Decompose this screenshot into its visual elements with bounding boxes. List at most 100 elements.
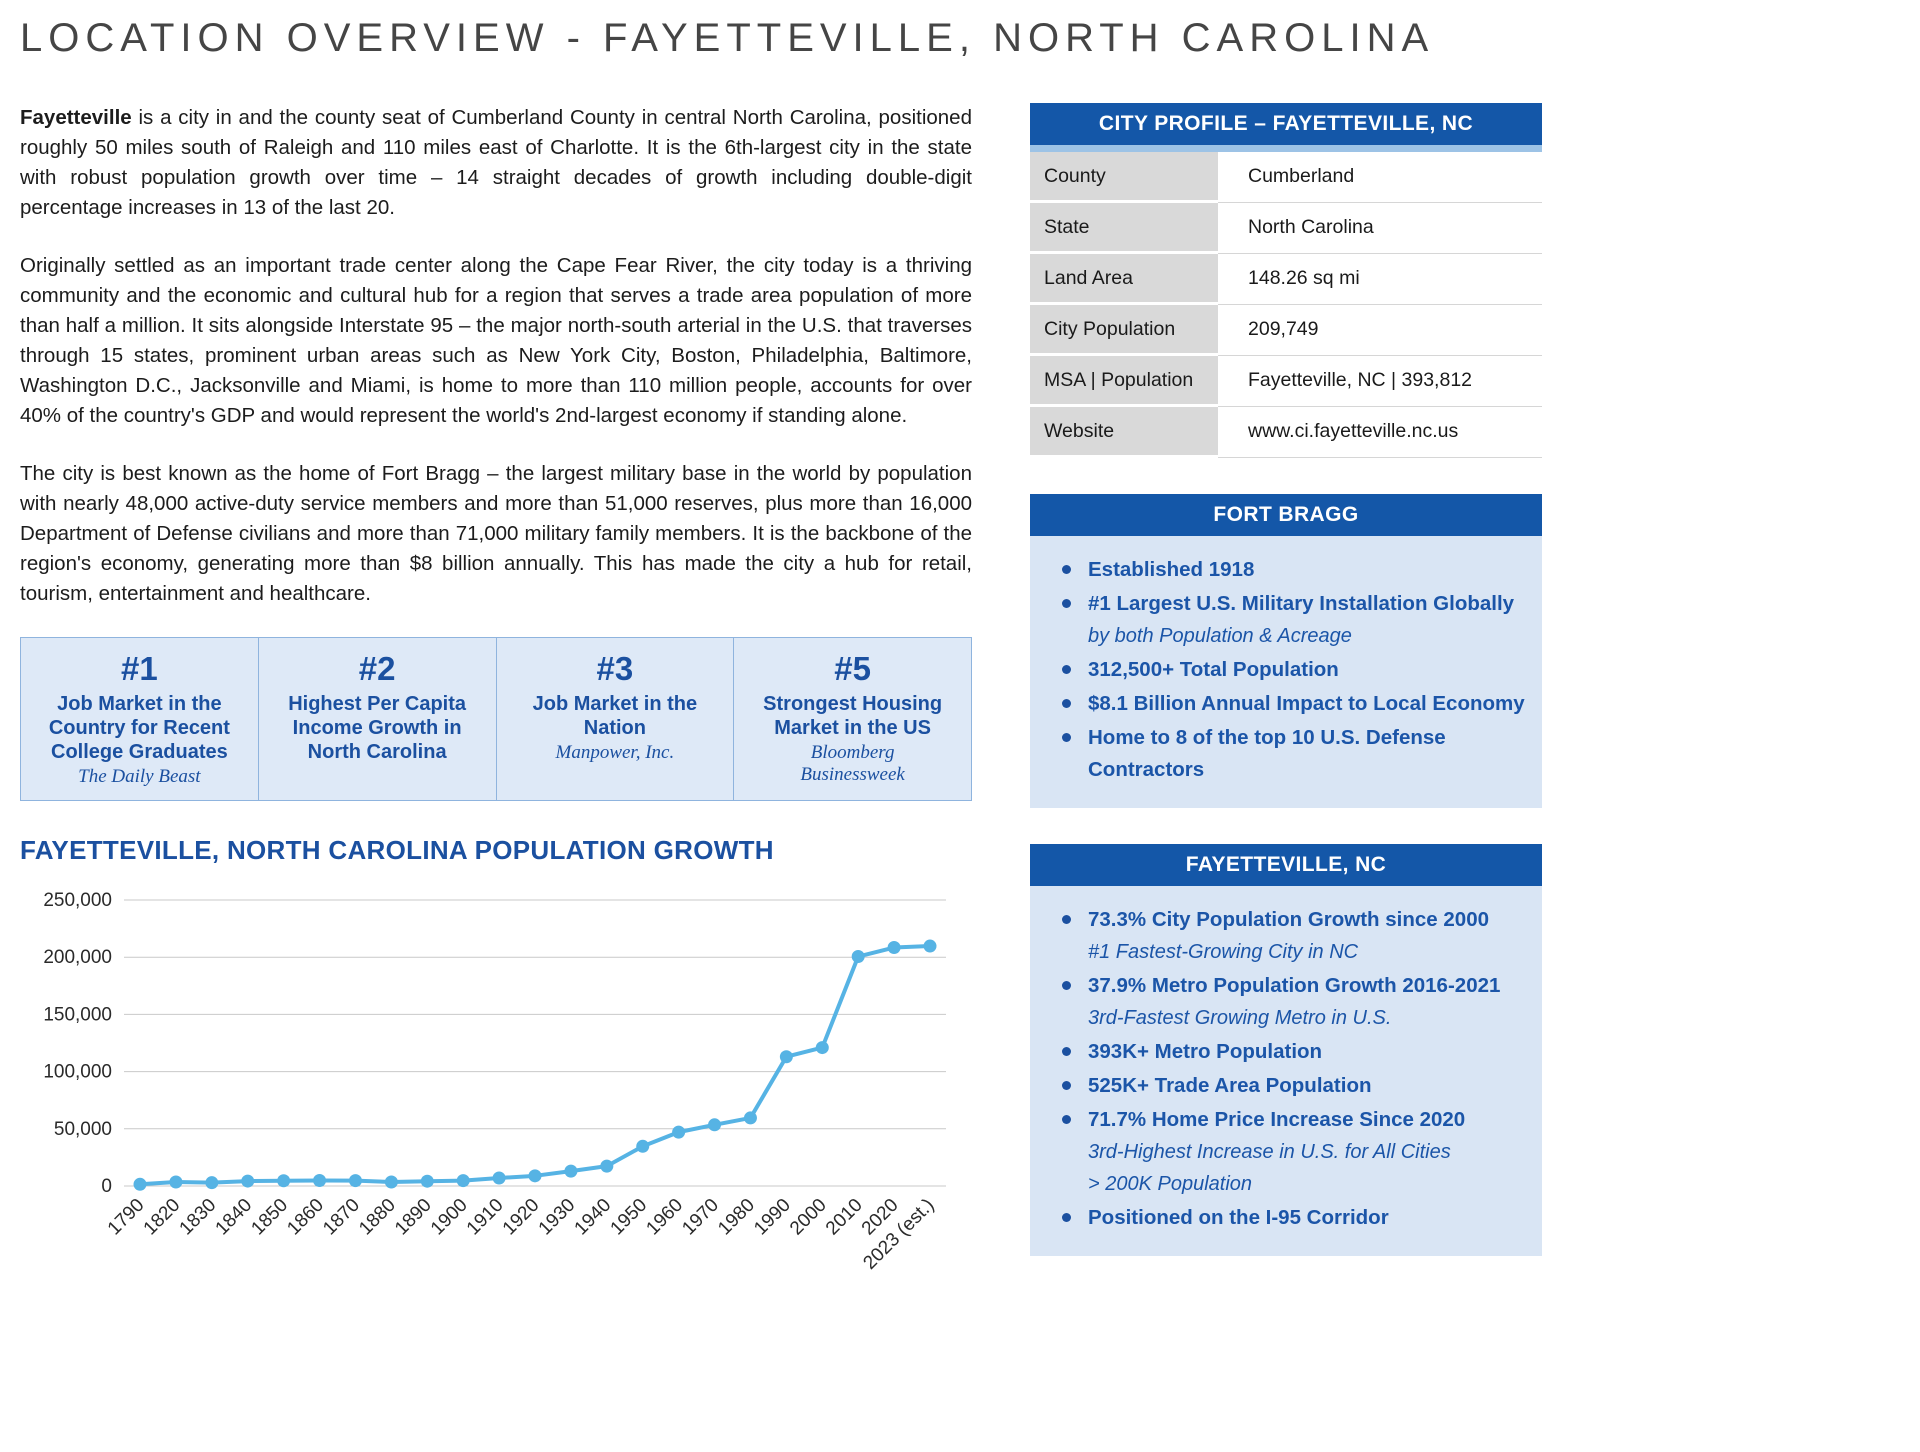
row-value: Cumberland: [1218, 152, 1542, 203]
table-row: MSA | Population Fayetteville, NC | 393,…: [1030, 356, 1542, 407]
ranking-card-2: #2 Highest Per Capita Income Growth in N…: [259, 638, 497, 800]
ranking-source: Bloomberg Businessweek: [800, 742, 905, 785]
list-item: Established 1918: [1044, 554, 1528, 586]
svg-text:1880: 1880: [355, 1195, 400, 1240]
row-label: Website: [1030, 407, 1218, 458]
bullet-text: 393K+ Metro Population: [1088, 1040, 1323, 1063]
svg-text:1940: 1940: [571, 1195, 616, 1240]
svg-text:1910: 1910: [463, 1195, 508, 1240]
svg-text:1820: 1820: [140, 1195, 185, 1240]
list-item: 71.7% Home Price Increase Since 2020 3rd…: [1044, 1104, 1528, 1200]
bullet-text: 73.3% City Population Growth since 2000: [1088, 908, 1490, 931]
bullet-icon: [1062, 733, 1071, 742]
svg-text:1840: 1840: [212, 1195, 257, 1240]
svg-text:50,000: 50,000: [54, 1119, 112, 1140]
bullet-icon: [1062, 565, 1071, 574]
svg-text:1900: 1900: [427, 1195, 472, 1240]
table-row: Land Area 148.26 sq mi: [1030, 254, 1542, 305]
page-title: LOCATION OVERVIEW - FAYETTEVILLE, NORTH …: [20, 16, 1435, 60]
list-item: 393K+ Metro Population: [1044, 1036, 1528, 1068]
ranking-number: #3: [596, 650, 634, 687]
svg-text:1870: 1870: [319, 1195, 364, 1240]
main-column: Fayetteville is a city in and the county…: [20, 103, 972, 1321]
bullet-icon: [1062, 981, 1071, 990]
list-item: 73.3% City Population Growth since 2000 …: [1044, 904, 1528, 968]
bullet-icon: [1062, 1115, 1071, 1124]
svg-text:1860: 1860: [283, 1195, 328, 1240]
list-item: 37.9% Metro Population Growth 2016-2021 …: [1044, 970, 1528, 1034]
svg-text:1980: 1980: [714, 1195, 759, 1240]
bullet-text: Home to 8 of the top 10 U.S. Defense Con…: [1088, 726, 1446, 781]
intro-paragraph-3: The city is best known as the home of Fo…: [20, 462, 972, 605]
list-item: Home to 8 of the top 10 U.S. Defense Con…: [1044, 722, 1528, 786]
svg-text:250,000: 250,000: [43, 890, 112, 911]
row-label: MSA | Population: [1030, 356, 1218, 407]
svg-text:1790: 1790: [104, 1195, 149, 1240]
bullet-text: Positioned on the I-95 Corridor: [1088, 1206, 1389, 1229]
bullet-subtext: > 200K Population: [1088, 1173, 1253, 1195]
bullet-text: 71.7% Home Price Increase Since 2020: [1088, 1108, 1466, 1131]
svg-text:2010: 2010: [822, 1195, 867, 1240]
svg-text:1930: 1930: [535, 1195, 580, 1240]
population-growth-chart-svg: 050,000100,000150,000200,000250,00017901…: [43, 890, 946, 1274]
fort-bragg-box: FORT BRAGG Established 1918 #1 Largest U…: [1030, 494, 1542, 808]
location-overview-page: LOCATION OVERVIEW - FAYETTEVILLE, NORTH …: [20, 16, 1542, 1321]
city-profile-table: CITY PROFILE – FAYETTEVILLE, NC County C…: [1030, 103, 1542, 458]
rankings-strip: #1 Job Market in the Country for Recent …: [20, 637, 972, 801]
svg-text:2000: 2000: [786, 1195, 831, 1240]
bullet-icon: [1062, 1047, 1071, 1056]
row-label: County: [1030, 152, 1218, 203]
bullet-text: #1 Largest U.S. Military Installation Gl…: [1088, 592, 1515, 615]
svg-text:1960: 1960: [642, 1195, 687, 1240]
ranking-card-3: #3 Job Market in the Nation Manpower, In…: [497, 638, 735, 800]
row-label: Land Area: [1030, 254, 1218, 305]
bullet-text: 37.9% Metro Population Growth 2016-2021: [1088, 974, 1501, 997]
ranking-number: #5: [834, 650, 871, 687]
table-row: County Cumberland: [1030, 152, 1542, 203]
ranking-source: Manpower, Inc.: [555, 742, 675, 763]
row-label: City Population: [1030, 305, 1218, 356]
ranking-label: Strongest Housing Market in the US: [763, 693, 943, 739]
sidebar-column: CITY PROFILE – FAYETTEVILLE, NC County C…: [1030, 103, 1542, 1256]
fayetteville-facts-box: FAYETTEVILLE, NC 73.3% City Population G…: [1030, 844, 1542, 1256]
intro-paragraph-2: Originally settled as an important trade…: [20, 254, 972, 427]
svg-text:1990: 1990: [750, 1195, 795, 1240]
ranking-card-1: #1 Job Market in the Country for Recent …: [21, 638, 259, 800]
table-row: Website www.ci.fayetteville.nc.us: [1030, 407, 1542, 458]
fayetteville-facts-header: FAYETTEVILLE, NC: [1030, 844, 1542, 886]
svg-text:150,000: 150,000: [43, 1004, 112, 1025]
bullet-text: 525K+ Trade Area Population: [1088, 1074, 1372, 1097]
bullet-icon: [1062, 915, 1071, 924]
ranking-source: The Daily Beast: [78, 766, 201, 787]
city-profile-header: CITY PROFILE – FAYETTEVILLE, NC: [1030, 103, 1542, 145]
table-row: State North Carolina: [1030, 203, 1542, 254]
svg-text:1950: 1950: [607, 1195, 652, 1240]
row-value: North Carolina: [1218, 203, 1542, 254]
list-item: #1 Largest U.S. Military Installation Gl…: [1044, 588, 1528, 652]
intro-paragraph-1-text: is a city in and the county seat of Cumb…: [20, 106, 972, 219]
svg-text:100,000: 100,000: [43, 1062, 112, 1083]
list-item: $8.1 Billion Annual Impact to Local Econ…: [1044, 688, 1528, 720]
row-label: State: [1030, 203, 1218, 254]
svg-text:200,000: 200,000: [43, 947, 112, 968]
bullet-icon: [1062, 599, 1071, 608]
list-item: Positioned on the I-95 Corridor: [1044, 1202, 1528, 1234]
chart-title: FAYETTEVILLE, NORTH CAROLINA POPULATION …: [20, 835, 774, 865]
bullet-text: Established 1918: [1088, 558, 1255, 581]
bullet-icon: [1062, 699, 1071, 708]
svg-text:1890: 1890: [391, 1195, 436, 1240]
row-value: 209,749: [1218, 305, 1542, 356]
svg-text:1970: 1970: [678, 1195, 723, 1240]
fort-bragg-header: FORT BRAGG: [1030, 494, 1542, 536]
bullet-subtext: by both Population & Acreage: [1088, 625, 1352, 647]
bullet-subtext: 3rd-Fastest Growing Metro in U.S.: [1088, 1007, 1392, 1029]
ranking-card-4: #5 Strongest Housing Market in the US Bl…: [734, 638, 971, 800]
row-value: Fayetteville, NC | 393,812: [1218, 356, 1542, 407]
list-item: 312,500+ Total Population: [1044, 654, 1528, 686]
bullet-icon: [1062, 1081, 1071, 1090]
bullet-subtext: #1 Fastest-Growing City in NC: [1088, 941, 1359, 963]
ranking-label: Job Market in the Country for Recent Col…: [48, 693, 230, 763]
table-row: City Population 209,749: [1030, 305, 1542, 356]
population-growth-chart: 0 50,000 100,000 150,000 200,000 250,000 1790 1…: [20, 884, 960, 1321]
svg-text:0: 0: [101, 1176, 112, 1197]
